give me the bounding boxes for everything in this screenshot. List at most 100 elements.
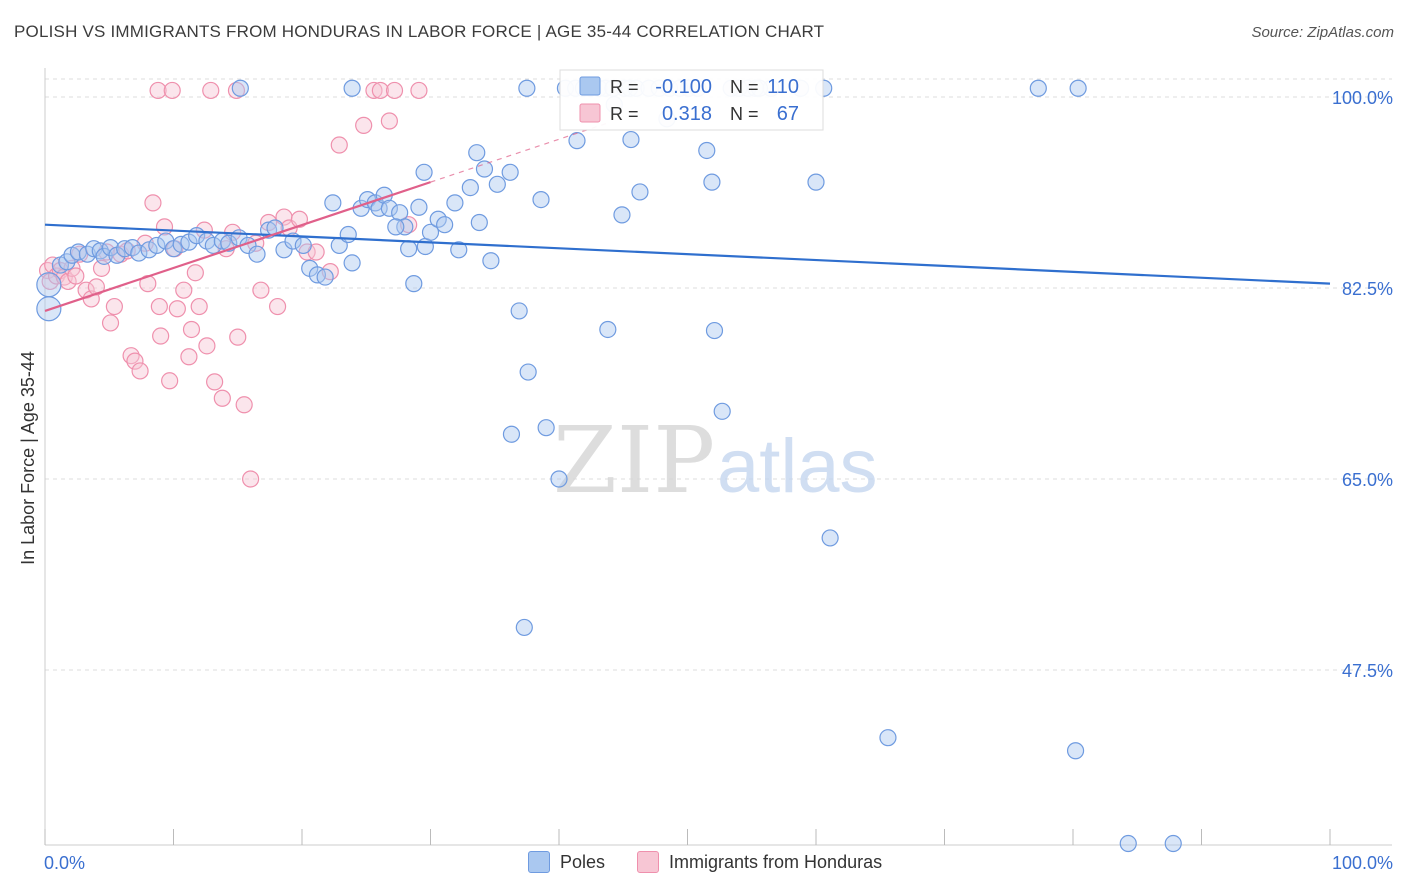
- poles-point: [396, 218, 414, 236]
- poles-point: [95, 247, 113, 265]
- poles-point: [537, 419, 555, 437]
- honduras-point: [371, 81, 389, 100]
- gridlines: [45, 78, 1392, 671]
- y-tick-label: 82.5%: [1342, 279, 1393, 299]
- chart-legend: Poles Immigrants from Honduras: [528, 851, 904, 873]
- legend-swatch-poles: [579, 76, 601, 96]
- honduras-point: [198, 337, 216, 355]
- legend-label-honduras: Immigrants from Honduras: [669, 851, 883, 872]
- poles-point: [879, 729, 897, 747]
- poles-point: [421, 223, 440, 241]
- trendline-honduras-extension: [430, 121, 611, 183]
- poles-point: [248, 245, 266, 263]
- poles-point: [339, 225, 357, 244]
- poles-point: [415, 163, 433, 181]
- honduras-point: [144, 194, 162, 212]
- poles-point: [698, 141, 716, 160]
- legend-swatch-poles: [528, 851, 550, 873]
- poles-point: [1164, 834, 1182, 853]
- poles-point: [316, 268, 334, 286]
- poles-point: [446, 194, 464, 212]
- legend-item-honduras: Immigrants from Honduras: [637, 851, 882, 873]
- poles-point: [821, 529, 839, 547]
- honduras-point: [202, 81, 220, 100]
- legend-r-value-honduras: 0.318: [662, 103, 712, 125]
- honduras-point: [290, 210, 309, 228]
- honduras-point: [235, 396, 253, 414]
- poles-point: [488, 175, 506, 193]
- series-honduras: [38, 81, 428, 488]
- poles-point: [436, 216, 454, 234]
- poles-point: [1119, 834, 1137, 853]
- poles-point: [599, 320, 617, 339]
- poles-point: [475, 160, 494, 178]
- poles-point: [461, 178, 479, 197]
- poles-point: [622, 130, 640, 149]
- poles-point: [515, 618, 533, 637]
- legend-box: R = -0.100 N = 110 R = 0.318 N = 67: [559, 69, 824, 131]
- poles-point: [36, 272, 62, 298]
- poles-point: [343, 254, 361, 272]
- trendline-honduras: [44, 181, 431, 312]
- honduras-point: [229, 328, 247, 346]
- poles-point: [343, 79, 361, 97]
- poles-point: [510, 302, 528, 320]
- chart-title: POLISH VS IMMIGRANTS FROM HONDURAS IN LA…: [14, 22, 825, 41]
- honduras-point: [206, 373, 224, 391]
- legend-r-value-poles: -0.100: [655, 76, 712, 98]
- poles-point: [532, 190, 550, 209]
- trendline-poles: [44, 223, 1331, 285]
- honduras-point: [105, 297, 123, 316]
- axes: [44, 68, 1392, 846]
- poles-point: [391, 204, 409, 222]
- legend-n-label-poles: N =: [730, 77, 759, 97]
- honduras-point: [410, 81, 428, 100]
- x-tick-label: 0.0%: [44, 853, 85, 873]
- legend-label-poles: Poles: [560, 851, 606, 872]
- poles-point: [130, 244, 148, 262]
- poles-point: [468, 144, 486, 162]
- poles-point: [713, 402, 731, 420]
- poles-point: [807, 173, 825, 191]
- poles-point: [275, 241, 293, 259]
- honduras-point: [268, 297, 287, 316]
- y-tick-label: 65.0%: [1342, 470, 1393, 490]
- poles-point: [502, 425, 521, 443]
- honduras-point: [126, 352, 144, 370]
- x-tick-labels: 0.0% 100.0%: [44, 853, 1393, 873]
- poles-point: [405, 275, 423, 293]
- poles-point: [1066, 742, 1085, 760]
- poles-point: [631, 183, 649, 201]
- poles-point: [550, 470, 568, 488]
- poles-point: [705, 321, 724, 340]
- y-axis-label: In Labor Force | Age 35-44: [18, 351, 38, 565]
- honduras-point: [213, 389, 231, 407]
- poles-point: [400, 240, 418, 258]
- honduras-point: [380, 112, 398, 130]
- poles-point: [294, 236, 312, 255]
- honduras-point: [180, 348, 198, 366]
- honduras-point: [161, 372, 179, 390]
- honduras-point: [355, 116, 373, 134]
- honduras-point: [152, 327, 170, 345]
- trendlines: [44, 121, 1331, 312]
- honduras-point: [385, 81, 404, 100]
- honduras-point: [149, 81, 167, 100]
- legend-r-label-honduras: R =: [610, 104, 639, 124]
- legend-n-value-honduras: 67: [777, 103, 799, 125]
- poles-point: [1029, 79, 1047, 97]
- honduras-point: [155, 218, 174, 236]
- y-tick-labels: 100.0% 82.5% 65.0% 47.5%: [1332, 88, 1393, 681]
- poles-point: [482, 252, 500, 270]
- honduras-point: [330, 136, 348, 154]
- legend-r-label-poles: R =: [610, 77, 639, 97]
- poles-point: [450, 241, 468, 259]
- y-tick-label: 47.5%: [1342, 661, 1393, 681]
- watermark-zip: ZIP: [553, 407, 715, 514]
- source-label: Source: ZipAtlas.com: [1251, 24, 1394, 41]
- poles-point: [1069, 79, 1087, 97]
- legend-n-label-honduras: N =: [730, 104, 759, 124]
- honduras-point: [175, 281, 193, 299]
- poles-point: [231, 79, 249, 97]
